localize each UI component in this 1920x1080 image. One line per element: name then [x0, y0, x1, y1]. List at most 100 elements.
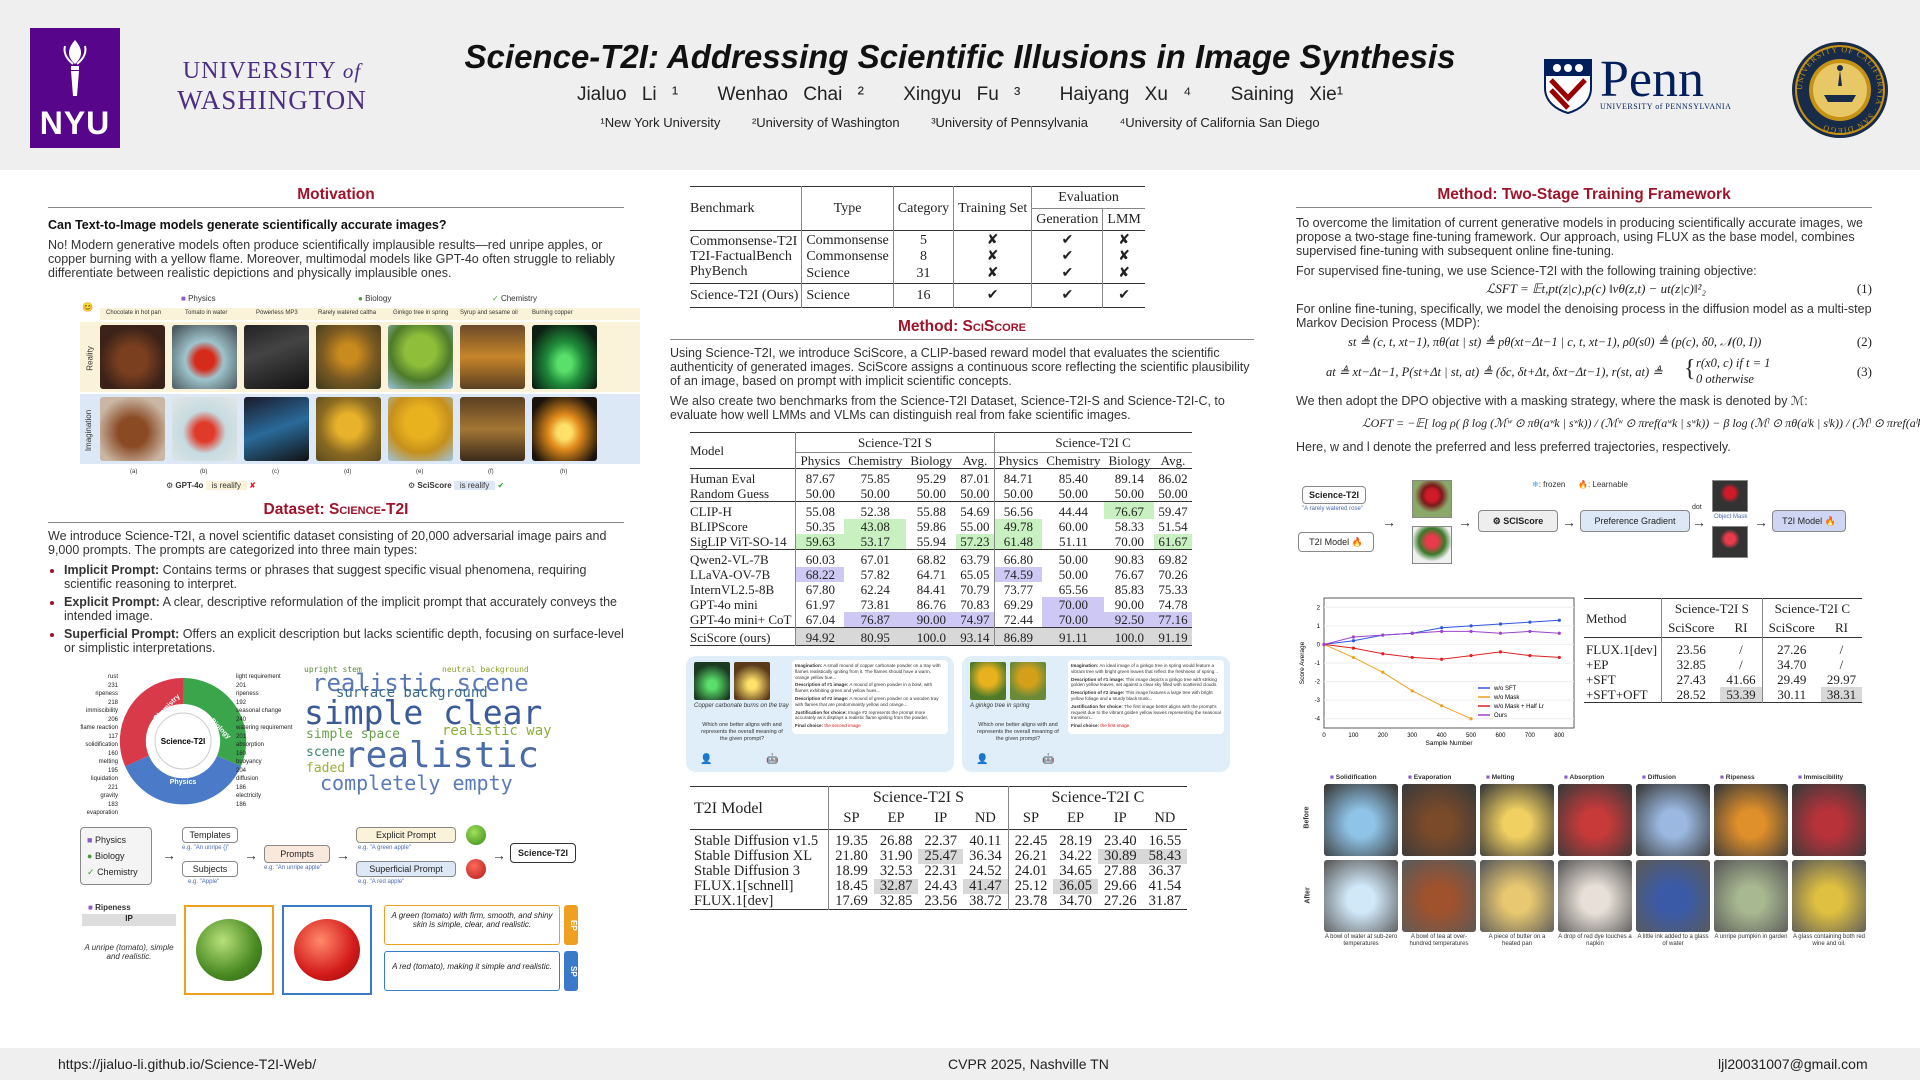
- author: Xingyu Fu ³: [903, 84, 1021, 105]
- ep-badge: EP: [564, 905, 578, 945]
- category-chemistry: ✓ Chemistry: [492, 294, 537, 303]
- x-tick-label: 300: [1407, 733, 1418, 739]
- arrow-icon: →: [336, 847, 350, 863]
- score-line-chart: -4 -3 -2 -1 0 1 2 0 100 200 300 400 500 600 700 800 Samp…: [1299, 597, 1575, 747]
- venue: CVPR 2025, Nashville TN: [948, 1056, 1109, 1072]
- row-label-imagination: Imagination: [84, 409, 94, 452]
- table-header: Training Set: [953, 186, 1033, 231]
- legend-label: w/o SFT: [1493, 686, 1517, 692]
- data-point: [1528, 620, 1532, 624]
- data-point: [1381, 633, 1385, 637]
- affiliation: ⁴University of California San Diego: [1119, 115, 1320, 130]
- data-point: [1351, 635, 1356, 639]
- image-mp3-imag: [244, 397, 309, 461]
- before-image: [1558, 784, 1632, 856]
- before-after-caption: A little ink added to a glass of water: [1637, 934, 1709, 947]
- right-column: Method: Two-Stage Training Framework To …: [1296, 186, 1920, 954]
- author: Saining Xie¹: [1230, 84, 1344, 105]
- table-header: Science-T2I S: [795, 432, 995, 453]
- ep-text: A green (tomato) with firm, smooth, and …: [384, 905, 560, 945]
- category-biology: ● Biology: [358, 294, 392, 303]
- caption: Rarely watered caltha: [318, 310, 377, 316]
- list-item: Explicit Prompt: A clear, descriptive re…: [64, 595, 624, 623]
- example-caption: Copper carbonate burns on the tray: [694, 703, 789, 709]
- before-image: [1636, 784, 1710, 856]
- image-mp3-real: [244, 325, 309, 389]
- before-after-caption: A bowl of tea at over-hundred temperatur…: [1409, 934, 1469, 947]
- torch-icon: [63, 40, 87, 96]
- t2i-model-box: T2I Model 🔥: [1298, 532, 1374, 552]
- table-row: Commonsense-T2I Commonsense 5 ✘ ✔ ✘: [690, 230, 1145, 249]
- uw-line1: UNIVERSITY: [182, 58, 336, 84]
- penn-subtitle: UNIVERSITY of PENNSYLVANIA: [1600, 102, 1732, 111]
- table-subheader: Avg.: [956, 452, 995, 469]
- caption: Chocolate in hot pan: [106, 310, 162, 316]
- poster-header: NYU UNIVERSITY of WASHINGTON Science-T2I…: [0, 0, 1920, 170]
- donut-right-labels: light requirement 201 ripeness 192 seasona…: [236, 674, 293, 808]
- table-row: Stable Diffusion v1.5 19.35 26.88 22.37 40.1…: [690, 829, 1187, 849]
- red-apple-icon: [466, 859, 486, 879]
- t2i-results-table: T2I Model Science-T2I S Science-T2I C SP…: [690, 786, 1188, 910]
- table-subheader: IP: [934, 810, 948, 826]
- penn-wordmark: Penn: [1600, 51, 1704, 108]
- affiliation: ¹New York University: [600, 115, 721, 130]
- table-subheader: SP: [1022, 810, 1040, 826]
- y-tick-label: -1: [1315, 661, 1321, 667]
- table-subheader: RI: [1834, 620, 1848, 635]
- letter: (e): [416, 469, 424, 475]
- table-header: Model: [690, 432, 797, 469]
- data-point: [1322, 642, 1326, 647]
- table-row-ours: Science-T2I (Ours) Science 16 ✔ ✔ ✔: [690, 283, 1145, 308]
- templates-box: Templates: [182, 827, 238, 843]
- x-axis-label: Sample Number: [1426, 740, 1474, 747]
- sp-text: A red (tomato), making it simple and rea…: [384, 951, 560, 991]
- affiliation: ²University of Washington: [751, 115, 900, 130]
- table-row: GPT-4o mini 61.97 73.81 86.76 70.83 69.29 70.0…: [690, 597, 1188, 612]
- x-tick-label: 0: [1322, 733, 1326, 739]
- x-tick-label: 500: [1466, 733, 1477, 739]
- image-copper-imag: [532, 397, 597, 461]
- question-text: Which one better aligns with and represe…: [701, 722, 783, 742]
- before-image: [1324, 784, 1398, 856]
- ablation-section: -4 -3 -2 -1 0 1 2 0 100 200 300 400 500 600 700 800 Samp…: [1296, 590, 1872, 760]
- model-results-table: Model Science-T2I S Science-T2I C Physic…: [690, 432, 1192, 646]
- explicit-example: e.g. "A green apple": [358, 845, 411, 851]
- brace-icon: {: [1684, 356, 1696, 382]
- equation-2: st ≜ (c, t, xt−1), πθ(at | st) ≜ pθ(xt−Δ…: [1348, 334, 1872, 349]
- sciscore-body-1: Using Science-T2I, we introduce SciScore…: [670, 346, 1250, 388]
- data-point: [1351, 655, 1356, 660]
- example-image: [970, 662, 1006, 700]
- contact-email[interactable]: ljl20031007@gmail.com: [1718, 1056, 1868, 1072]
- ip-label: IP: [82, 914, 176, 926]
- section-title-motivation: Motivation: [48, 186, 624, 208]
- donut-left-labels: rust 231 ripeness 218 immiscibility 206 fla…: [80, 674, 118, 816]
- mask-image-top: [1712, 480, 1748, 512]
- category-label: ■ Solidification: [1330, 774, 1377, 781]
- caption: Powerless MP3: [256, 310, 298, 316]
- letter: (f): [488, 469, 494, 475]
- after-image: [1558, 860, 1632, 932]
- data-point: [1557, 618, 1561, 622]
- table-subheader: Physics: [800, 453, 841, 468]
- table-header: Generation: [1031, 208, 1104, 231]
- table-row: Random Guess 50.00 50.00 50.00 50.00 50.00 50.…: [690, 486, 1188, 502]
- project-url[interactable]: https://jialuo-li.github.io/Science-T2I-…: [58, 1056, 317, 1072]
- row-label-reality: Reality: [85, 346, 95, 371]
- motivation-legend: (a) (b) (c) (d) (e) (f) (h) ⚙ GPT-4o is …: [48, 469, 624, 501]
- dataset-intro: We introduce Science-T2I, a novel scient…: [48, 529, 607, 557]
- row-label-after: After: [1304, 887, 1312, 904]
- prompts-example: e.g. "An unripe apple": [264, 865, 322, 871]
- example-caption: A ginkgo tree in spring: [970, 703, 1030, 709]
- data-point: [1557, 631, 1561, 635]
- category-label: ■ Absorption: [1564, 774, 1605, 781]
- table-subheader: SciScore: [1768, 620, 1815, 635]
- ip-text: A unripe (tomato), simple and realistic.: [84, 943, 174, 961]
- before-after-caption: A glass containing both red wine and oil…: [1792, 934, 1866, 947]
- category-physics: ■ Physics: [87, 835, 126, 845]
- table-row: GPT-4o mini+ CoT 67.04 76.87 90.00 74.97 72.4…: [690, 612, 1192, 628]
- table-header: LMM: [1107, 212, 1141, 227]
- table-subheader: EP: [1067, 810, 1085, 826]
- uw-of: of: [342, 59, 362, 83]
- table-row: +EP 32.85/34.70/: [1584, 657, 1844, 672]
- before-image: [1792, 784, 1866, 856]
